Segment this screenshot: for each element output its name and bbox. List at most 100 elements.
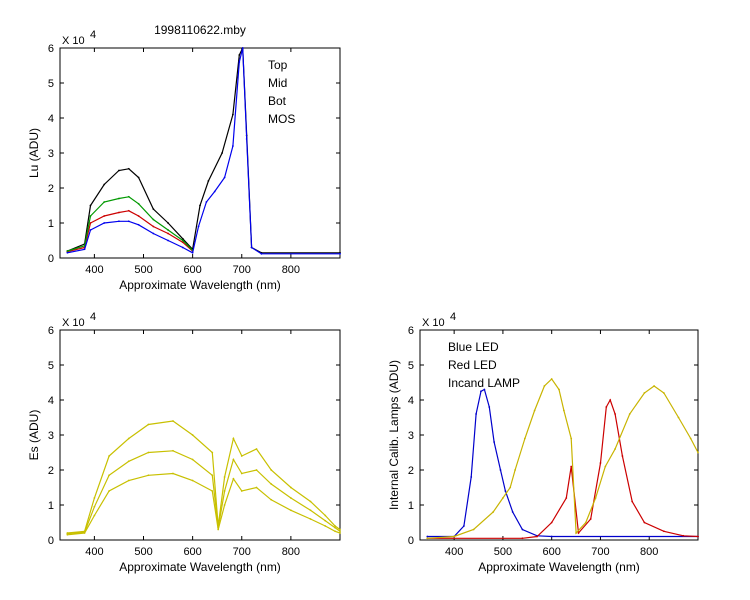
data-point bbox=[207, 180, 210, 182]
y-axis-label: Es (ADU) bbox=[27, 410, 41, 461]
data-point bbox=[127, 195, 130, 198]
data-point bbox=[550, 521, 553, 524]
data-point bbox=[662, 392, 665, 394]
legend-entry: Bot bbox=[268, 94, 287, 108]
data-point bbox=[324, 514, 327, 517]
data-point bbox=[232, 145, 234, 147]
data-point bbox=[339, 528, 341, 531]
data-point bbox=[426, 535, 429, 538]
data-point bbox=[232, 437, 235, 440]
data-point bbox=[211, 474, 214, 477]
data-point bbox=[93, 497, 96, 499]
data-point bbox=[147, 451, 150, 454]
x-tick-label: 600 bbox=[183, 264, 201, 276]
data-point bbox=[127, 437, 130, 440]
data-point bbox=[191, 251, 194, 254]
data-point bbox=[605, 406, 608, 408]
data-point bbox=[621, 455, 624, 457]
data-point bbox=[502, 497, 504, 499]
data-point bbox=[289, 486, 292, 489]
data-point bbox=[565, 497, 568, 499]
data-point bbox=[289, 497, 292, 499]
y-tick-label: 2 bbox=[408, 465, 414, 477]
data-point bbox=[137, 223, 140, 226]
data-point bbox=[152, 208, 155, 210]
data-point bbox=[89, 215, 92, 217]
y-tick-label: 3 bbox=[408, 430, 414, 442]
x-axis-label: Approximate Wavelength (nm) bbox=[478, 560, 640, 574]
data-point bbox=[689, 437, 692, 440]
series-line-lamps-2 bbox=[427, 378, 699, 539]
data-point bbox=[152, 218, 155, 221]
x-tick-label: 600 bbox=[543, 546, 561, 558]
data-point bbox=[240, 455, 243, 457]
data-point bbox=[599, 462, 602, 464]
data-point bbox=[334, 525, 336, 527]
y-tick-label: 1 bbox=[48, 218, 54, 230]
chart-es: 400 500 600 700 800 0 1 2 3 4 5 6 X 10 4 Approximate W… bbox=[27, 311, 341, 574]
data-point bbox=[533, 409, 536, 412]
data-point bbox=[137, 215, 140, 217]
chart-lu: 400 500 600 700 800 0 1 2 3 4 5 6 X 10 4 Approximate W… bbox=[27, 23, 341, 292]
series-line-es-0 bbox=[67, 420, 341, 534]
data-point bbox=[223, 176, 226, 179]
data-point bbox=[137, 176, 140, 179]
data-point bbox=[89, 229, 92, 231]
y-multiplier-exponent: 4 bbox=[90, 29, 96, 41]
data-point bbox=[697, 451, 699, 454]
data-point bbox=[577, 532, 580, 534]
legend-entry: Mid bbox=[268, 76, 287, 90]
data-point bbox=[245, 138, 248, 140]
y-tick-label: 1 bbox=[408, 500, 414, 512]
data-point bbox=[324, 519, 327, 522]
legend-entry: Top bbox=[268, 58, 288, 72]
data-point bbox=[127, 167, 130, 170]
data-point bbox=[511, 511, 514, 513]
y-multiplier: X 10 bbox=[422, 317, 445, 329]
data-point bbox=[223, 490, 226, 492]
data-point bbox=[152, 225, 155, 228]
data-point bbox=[108, 474, 111, 477]
data-point bbox=[103, 201, 106, 203]
data-point bbox=[127, 460, 130, 463]
legend-entry: Blue LED bbox=[448, 340, 499, 354]
data-point bbox=[589, 518, 592, 520]
data-point bbox=[199, 204, 201, 207]
x-tick-label: 700 bbox=[591, 546, 609, 558]
data-point bbox=[172, 472, 174, 475]
data-point bbox=[137, 202, 140, 205]
y-tick-label: 4 bbox=[48, 395, 54, 407]
data-point bbox=[66, 251, 69, 254]
data-point bbox=[167, 239, 169, 242]
data-point bbox=[83, 532, 86, 534]
x-axis-label: Approximate Wavelength (nm) bbox=[119, 560, 281, 574]
y-tick-label: 6 bbox=[408, 325, 414, 337]
y-axis-label: Internal Calib. Lamps (ADU) bbox=[387, 360, 401, 510]
data-point bbox=[499, 469, 502, 471]
y-tick-label: 5 bbox=[408, 360, 414, 372]
data-point bbox=[614, 448, 616, 450]
plot-frame bbox=[59, 329, 341, 541]
data-point bbox=[339, 252, 341, 255]
data-point bbox=[584, 521, 587, 524]
data-point bbox=[152, 232, 155, 235]
data-point bbox=[93, 505, 96, 508]
x-tick-label: 500 bbox=[494, 546, 512, 558]
data-point bbox=[543, 385, 546, 387]
y-tick-label: 4 bbox=[48, 113, 54, 125]
data-point bbox=[181, 239, 184, 242]
data-point bbox=[334, 530, 336, 533]
data-point bbox=[240, 472, 243, 475]
y-tick-label: 4 bbox=[408, 395, 414, 407]
data-point bbox=[217, 528, 220, 531]
data-point bbox=[643, 521, 646, 524]
data-point bbox=[270, 498, 273, 501]
y-axis-label: Lu (ADU) bbox=[27, 128, 41, 178]
data-point bbox=[334, 526, 336, 529]
data-point bbox=[108, 490, 111, 492]
data-point bbox=[309, 518, 312, 520]
data-point bbox=[339, 530, 341, 533]
data-point bbox=[521, 528, 524, 531]
data-point bbox=[127, 220, 130, 223]
x-tick-label: 500 bbox=[134, 264, 152, 276]
